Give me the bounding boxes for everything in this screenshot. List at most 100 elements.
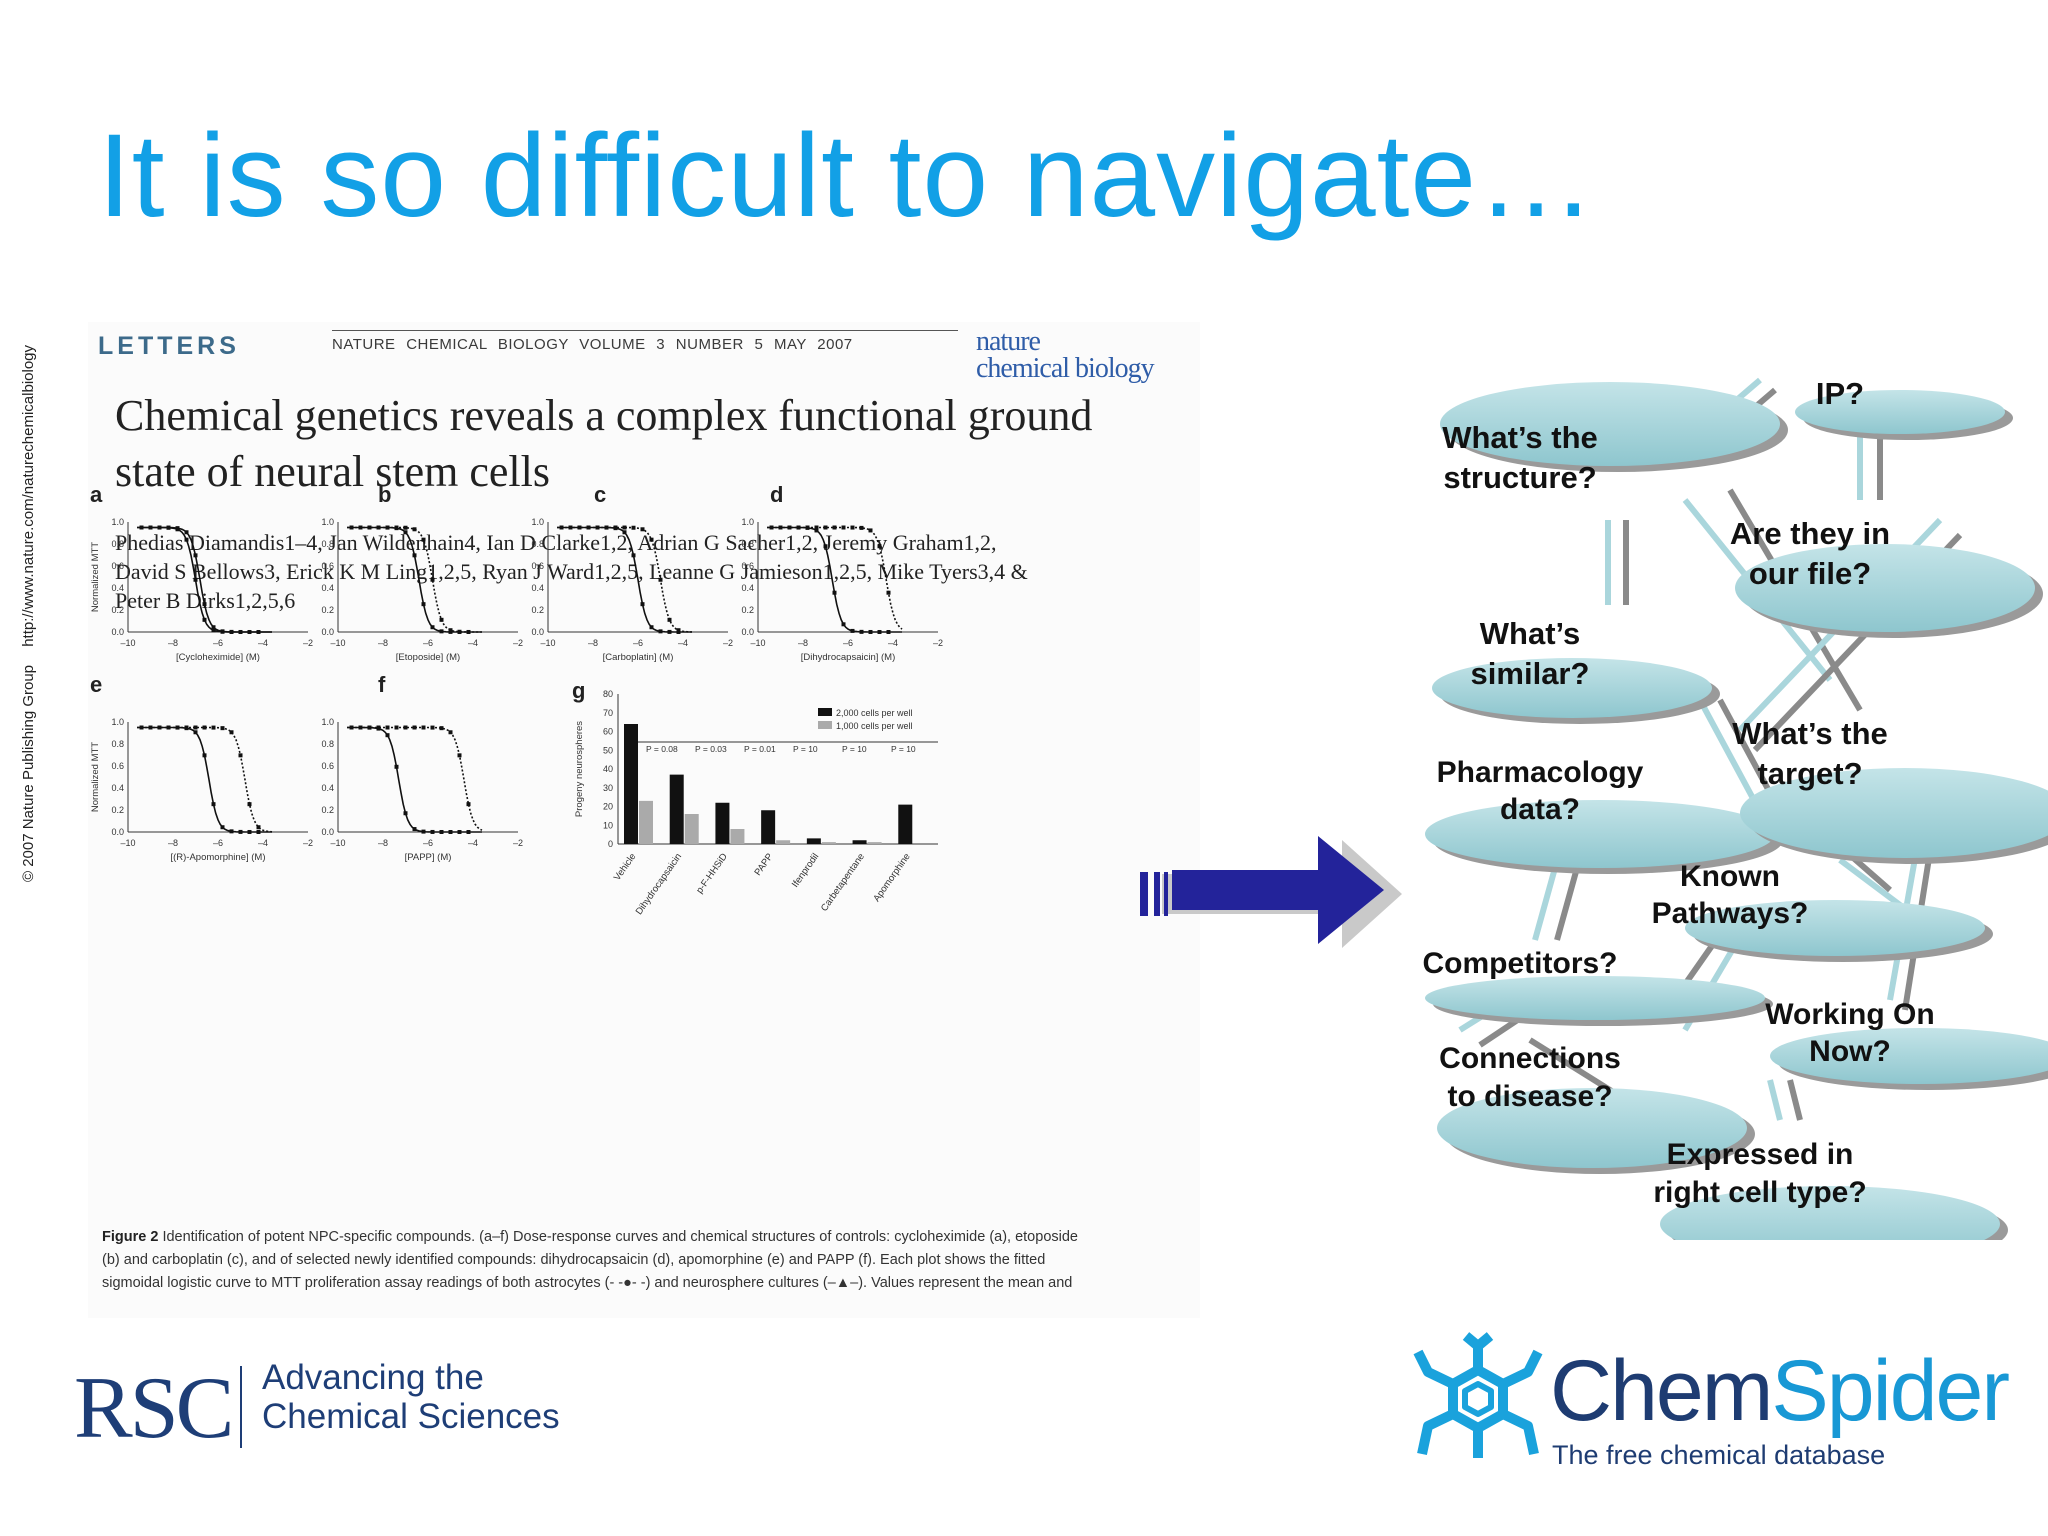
y-tick-label: 0.6 bbox=[111, 761, 124, 771]
data-point bbox=[256, 825, 261, 830]
x-axis-label: [Cycloheximide] (M) bbox=[176, 652, 260, 663]
rsc-logo: RSC bbox=[74, 1358, 234, 1459]
journal-logo-line2: chemical biology bbox=[976, 353, 1155, 384]
data-point bbox=[148, 725, 153, 730]
bar-5-1 bbox=[867, 842, 882, 844]
y-tick-label: 1.0 bbox=[111, 517, 124, 527]
y-tick-label: 80 bbox=[603, 689, 613, 699]
data-point bbox=[886, 590, 891, 595]
category-label: Dihydrocapsaicin bbox=[634, 851, 685, 917]
y-tick-label: 1.0 bbox=[111, 717, 124, 727]
data-point bbox=[385, 733, 390, 738]
panel-letter-f: f bbox=[378, 672, 386, 697]
data-point bbox=[193, 577, 198, 582]
curve-f-0 bbox=[347, 726, 482, 833]
panel-letter-d: d bbox=[770, 482, 783, 507]
node-working-on[interactable]: Working On Now? bbox=[1765, 998, 1935, 1068]
caption-line2: (b) and carboplatin (c), and of selected… bbox=[102, 1252, 1046, 1268]
authors-line2: David S Bellows3, Erick K M Ling1,2,5, R… bbox=[115, 559, 1028, 584]
node-ip[interactable]: IP? bbox=[1815, 376, 1865, 411]
legend-swatch bbox=[818, 708, 832, 716]
data-point bbox=[220, 726, 225, 731]
data-point bbox=[211, 625, 216, 630]
y-tick-label: 70 bbox=[603, 708, 613, 718]
legend-label: 2,000 cells per well bbox=[836, 708, 913, 718]
pvalue-label: P = 0.03 bbox=[695, 744, 727, 754]
x-tick-label: –8 bbox=[168, 638, 178, 648]
data-point bbox=[367, 525, 372, 530]
data-point bbox=[166, 525, 171, 530]
y-tick-label: 0.8 bbox=[741, 539, 754, 549]
data-point bbox=[202, 617, 207, 622]
slide-title: It is so difficult to navigate… bbox=[98, 110, 1596, 242]
data-point bbox=[256, 829, 261, 834]
data-point bbox=[376, 725, 381, 730]
data-point bbox=[358, 525, 363, 530]
node-pharmacology[interactable]: Pharmacology data? bbox=[1436, 756, 1644, 826]
curve-a-1 bbox=[137, 526, 272, 633]
y-tick-label: 0.4 bbox=[111, 583, 124, 593]
y-tick-label: 0.8 bbox=[531, 539, 544, 549]
panel-letter-g: g bbox=[572, 678, 585, 703]
x-tick-label: –4 bbox=[888, 638, 898, 648]
data-point bbox=[256, 629, 261, 634]
data-point bbox=[640, 602, 645, 607]
curve-c-0 bbox=[557, 526, 692, 633]
authors-line1: Phedias Diamandis1–4, Jan Wildenhain4, I… bbox=[115, 530, 997, 555]
data-point bbox=[457, 629, 462, 634]
y-tick-label: 0.6 bbox=[111, 561, 124, 571]
node-similar[interactable]: What’s similar? bbox=[1470, 616, 1590, 691]
y-axis-label: Normalized MTT bbox=[90, 542, 101, 612]
x-tick-label: –6 bbox=[213, 838, 223, 848]
data-point bbox=[358, 725, 363, 730]
data-point bbox=[448, 829, 453, 834]
data-point bbox=[349, 525, 354, 530]
y-tick-label: 0.2 bbox=[321, 805, 334, 815]
data-point bbox=[202, 753, 207, 758]
y-axis-label: Normalized MTT bbox=[90, 742, 101, 812]
node-in-file[interactable]: Are they in our file? bbox=[1729, 516, 1891, 591]
node-target[interactable]: What’s the target? bbox=[1732, 716, 1888, 791]
bar-0-1 bbox=[639, 800, 653, 844]
data-point bbox=[649, 537, 654, 542]
data-point bbox=[412, 553, 417, 558]
data-point bbox=[403, 525, 408, 530]
data-point bbox=[238, 753, 243, 758]
data-point bbox=[157, 525, 162, 530]
data-point bbox=[586, 525, 591, 530]
pvalue-label: P = 10 bbox=[793, 744, 818, 754]
legend-swatch bbox=[818, 721, 832, 729]
figure-caption: Figure 2 Identification of potent NPC-sp… bbox=[102, 1226, 1192, 1295]
node-pathways[interactable]: Known Pathways? bbox=[1651, 860, 1809, 930]
data-point bbox=[577, 525, 582, 530]
category-label: Ifenprodil bbox=[790, 851, 821, 889]
y-tick-label: 0.8 bbox=[111, 739, 124, 749]
y-tick-label: 0.0 bbox=[531, 627, 544, 637]
data-point bbox=[559, 525, 564, 530]
data-point bbox=[676, 628, 681, 633]
data-point bbox=[220, 629, 225, 634]
data-point bbox=[832, 590, 837, 595]
node-competitors[interactable]: Competitors? bbox=[1422, 947, 1618, 980]
journal-rule bbox=[332, 330, 958, 331]
data-point bbox=[859, 629, 864, 634]
x-tick-label: –4 bbox=[468, 638, 478, 648]
y-tick-label: 60 bbox=[603, 727, 613, 737]
data-point bbox=[202, 725, 207, 730]
data-point bbox=[247, 802, 252, 807]
data-point bbox=[385, 725, 390, 730]
data-point bbox=[667, 629, 672, 634]
node-disease[interactable]: Connections to disease? bbox=[1439, 1042, 1621, 1113]
data-point bbox=[430, 725, 435, 730]
curve-c-1 bbox=[557, 526, 692, 633]
copyright-url: http://www.nature.com/naturechemicalbiol… bbox=[20, 344, 37, 647]
category-label: PAPP bbox=[752, 851, 775, 877]
node-cell-type[interactable]: Expressed in right cell type? bbox=[1653, 1138, 1867, 1209]
bubble-ip bbox=[1795, 390, 2005, 434]
node-structure[interactable]: What’s the structure? bbox=[1442, 420, 1598, 495]
data-point bbox=[439, 726, 444, 731]
x-tick-label: –2 bbox=[303, 638, 313, 648]
data-point bbox=[622, 530, 627, 535]
data-point bbox=[430, 625, 435, 630]
caption-lead: Figure 2 bbox=[102, 1229, 159, 1245]
